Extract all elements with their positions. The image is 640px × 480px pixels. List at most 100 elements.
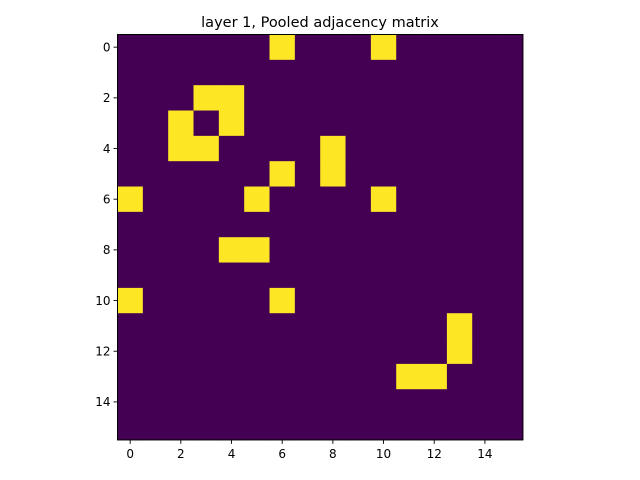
heatmap-cell-r2-c6 bbox=[269, 85, 296, 111]
heatmap-cell-r0-c1 bbox=[142, 34, 169, 61]
heatmap-cell-r2-c14 bbox=[472, 85, 498, 111]
x-tick-label: 2 bbox=[177, 447, 185, 461]
heatmap-cell-r0-c3 bbox=[193, 34, 220, 61]
heatmap-cell-r4-c5 bbox=[244, 135, 270, 162]
heatmap-cell-r15-c8 bbox=[320, 414, 346, 441]
heatmap-cell-r4-c13 bbox=[446, 135, 473, 162]
heatmap-cell-r7-c8 bbox=[320, 211, 346, 238]
heatmap-cell-r11-c7 bbox=[294, 313, 321, 339]
heatmap-cell-r0-c11 bbox=[396, 34, 422, 61]
y-tick-label: 10 bbox=[95, 294, 110, 308]
heatmap-cell-r7-c3 bbox=[193, 211, 220, 238]
heatmap-cell-r6-c0 bbox=[117, 186, 144, 213]
heatmap-cell-r1-c5 bbox=[244, 59, 270, 86]
heatmap-cell-r9-c11 bbox=[396, 262, 422, 289]
heatmap-cell-r13-c12 bbox=[421, 363, 448, 390]
heatmap-cell-r3-c12 bbox=[421, 110, 448, 137]
heatmap-cell-r6-c13 bbox=[446, 186, 473, 213]
heatmap-cell-r10-c11 bbox=[396, 287, 422, 314]
heatmap-cell-r13-c8 bbox=[320, 363, 346, 390]
heatmap-cell-r15-c3 bbox=[193, 414, 220, 441]
heatmap-cell-r14-c7 bbox=[294, 389, 321, 415]
y-tick-label: 2 bbox=[103, 91, 111, 105]
heatmap-cell-r7-c6 bbox=[269, 211, 296, 238]
heatmap-cell-r2-c9 bbox=[345, 85, 372, 111]
heatmap-cell-r10-c1 bbox=[142, 287, 169, 314]
heatmap-cell-r11-c0 bbox=[117, 313, 144, 339]
heatmap-cell-r7-c2 bbox=[168, 211, 194, 238]
heatmap-cell-r7-c13 bbox=[446, 211, 473, 238]
y-tick-label: 12 bbox=[95, 345, 110, 359]
heatmap-cell-r5-c13 bbox=[446, 161, 473, 187]
heatmap-cell-r8-c8 bbox=[320, 237, 346, 263]
heatmap-cell-r13-c4 bbox=[218, 363, 245, 390]
heatmap-cell-r12-c7 bbox=[294, 338, 321, 365]
heatmap-cell-r4-c6 bbox=[269, 135, 296, 162]
heatmap-cell-r11-c12 bbox=[421, 313, 448, 339]
heatmap-cell-r5-c0 bbox=[117, 161, 144, 187]
heatmap-cell-r13-c10 bbox=[370, 363, 397, 390]
heatmap-cell-r10-c0 bbox=[117, 287, 144, 314]
heatmap-cell-r5-c4 bbox=[218, 161, 245, 187]
heatmap-cell-r8-c4 bbox=[218, 237, 245, 263]
heatmap-cell-r7-c7 bbox=[294, 211, 321, 238]
heatmap-cell-r9-c7 bbox=[294, 262, 321, 289]
heatmap-cell-r2-c1 bbox=[142, 85, 169, 111]
heatmap-cell-r1-c9 bbox=[345, 59, 372, 86]
heatmap-cell-r11-c9 bbox=[345, 313, 372, 339]
heatmap-cell-r7-c1 bbox=[142, 211, 169, 238]
heatmap-cell-r0-c14 bbox=[472, 34, 498, 61]
heatmap-cell-r10-c8 bbox=[320, 287, 346, 314]
heatmap-cell-r8-c3 bbox=[193, 237, 220, 263]
heatmap-cell-r9-c3 bbox=[193, 262, 220, 289]
heatmap-cell-r6-c11 bbox=[396, 186, 422, 213]
heatmap-cell-r2-c7 bbox=[294, 85, 321, 111]
heatmap-cell-r9-c9 bbox=[345, 262, 372, 289]
heatmap-cell-r9-c1 bbox=[142, 262, 169, 289]
chart-title: layer 1, Pooled adjacency matrix bbox=[201, 15, 439, 31]
heatmap-cell-r5-c15 bbox=[497, 161, 524, 187]
heatmap-cell-r10-c15 bbox=[497, 287, 524, 314]
heatmap-cell-r15-c7 bbox=[294, 414, 321, 441]
heatmap-cell-r4-c1 bbox=[142, 135, 169, 162]
heatmap-cell-r1-c13 bbox=[446, 59, 473, 86]
heatmap-cell-r10-c6 bbox=[269, 287, 296, 314]
heatmap-cell-r1-c7 bbox=[294, 59, 321, 86]
heatmap-cell-r1-c0 bbox=[117, 59, 144, 86]
heatmap-cell-r2-c10 bbox=[370, 85, 397, 111]
heatmap-cell-r8-c2 bbox=[168, 237, 194, 263]
heatmap-cell-r9-c15 bbox=[497, 262, 524, 289]
heatmap-cell-r15-c6 bbox=[269, 414, 296, 441]
heatmap-cell-r10-c13 bbox=[446, 287, 473, 314]
heatmap-cell-r1-c8 bbox=[320, 59, 346, 86]
heatmap-cell-r13-c9 bbox=[345, 363, 372, 390]
heatmap-cell-r9-c8 bbox=[320, 262, 346, 289]
heatmap-cell-r5-c2 bbox=[168, 161, 194, 187]
heatmap-cell-r8-c14 bbox=[472, 237, 498, 263]
heatmap-cell-r14-c6 bbox=[269, 389, 296, 415]
y-tick-label: 8 bbox=[103, 243, 111, 257]
heatmap-cell-r5-c3 bbox=[193, 161, 220, 187]
heatmap-cell-r0-c13 bbox=[446, 34, 473, 61]
heatmap-cell-r6-c15 bbox=[497, 186, 524, 213]
heatmap-cell-r0-c10 bbox=[370, 34, 397, 61]
heatmap-cell-r7-c14 bbox=[472, 211, 498, 238]
heatmap-cell-r6-c6 bbox=[269, 186, 296, 213]
heatmap-cell-r14-c2 bbox=[168, 389, 194, 415]
heatmap-cell-r15-c15 bbox=[497, 414, 524, 441]
x-axis-ticks: 0 2 4 6 8 10 12 14 bbox=[126, 439, 493, 461]
heatmap-cell-r10-c10 bbox=[370, 287, 397, 314]
heatmap-cell-r1-c4 bbox=[218, 59, 245, 86]
heatmap-cell-r12-c0 bbox=[117, 338, 144, 365]
heatmap-cell-r13-c0 bbox=[117, 363, 144, 390]
heatmap-cell-r4-c14 bbox=[472, 135, 498, 162]
heatmap-cell-r4-c7 bbox=[294, 135, 321, 162]
heatmap-cell-r8-c6 bbox=[269, 237, 296, 263]
heatmap-cell-r4-c9 bbox=[345, 135, 372, 162]
heatmap-cell-r13-c2 bbox=[168, 363, 194, 390]
heatmap-cell-r2-c0 bbox=[117, 85, 144, 111]
heatmap-cell-r5-c7 bbox=[294, 161, 321, 187]
heatmap-cell-r0-c4 bbox=[218, 34, 245, 61]
heatmap-cell-r4-c4 bbox=[218, 135, 245, 162]
